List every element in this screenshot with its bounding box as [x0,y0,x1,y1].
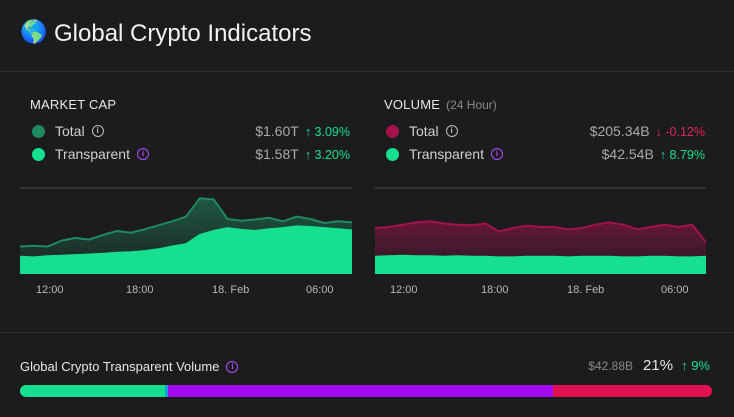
market-cap-chart[interactable] [20,180,352,276]
volume-transparent-amount: $42.54B [601,146,654,162]
mc-x-tick-2: 18. Feb [212,284,250,296]
volume-subtitle: (24 Hour) [446,98,497,112]
volume-transparent-label: Transparent [409,146,484,162]
info-icon[interactable]: i [490,148,503,160]
market-cap-panel-title: MARKET CAP [30,96,116,114]
total-dot [32,124,45,138]
transparent-volume-stats: $42.88B 21% ↑ 9% [588,357,710,374]
transparent-volume-change: ↑ 9% [681,358,710,373]
series-area-transparent [20,226,352,274]
series-line-transparent [375,254,706,259]
bar-segment-transparent [20,385,166,397]
header: 🌎 Global Crypto Indicators [0,0,734,72]
series-area-transparent [375,255,706,274]
volume-transparent-change: ↑ 8.79% [659,148,705,162]
transparent-volume-change-value: 9% [691,358,710,373]
mc-x-tick-3: 06:00 [306,284,334,296]
transparent-dot [386,147,399,161]
market-cap-transparent-value: $1.58T ↑ 3.20% [255,146,350,162]
transparent-volume-bar[interactable] [20,385,712,397]
volume-transparent-change-value: 8.79% [669,148,705,162]
series-line-total [20,197,352,248]
bar-segment-red [552,385,712,397]
market-cap-transparent-change-value: 3.20% [314,148,350,162]
info-icon[interactable]: i [136,148,149,160]
market-cap-transparent-change: ↑ 3.20% [304,148,350,162]
volume-total-legend[interactable]: Total i [386,121,458,141]
market-cap-total-amount: $1.60T [255,123,299,139]
volume-total-value: $205.34B ↓ -0.12% [590,123,705,139]
volume-transparent-legend[interactable]: Transparent i [386,144,503,164]
volume-total-amount: $205.34B [589,123,650,139]
bar-segment-accent [165,385,169,397]
market-cap-transparent-label: Transparent [55,146,130,162]
page-title: Global Crypto Indicators [54,20,312,47]
mc-x-tick-1: 18:00 [126,284,154,296]
transparent-volume-percent: 21% [643,357,674,374]
volume-panel-title: VOLUME (24 Hour) [384,96,497,114]
series-line-transparent [20,225,352,259]
volume-total-change: ↓ -0.12% [655,125,705,139]
transparent-dot [32,147,45,161]
info-icon[interactable]: i [91,125,104,137]
info-icon[interactable]: i [226,360,239,373]
bar-segment-purple [168,385,553,397]
market-cap-total-legend[interactable]: Total i [32,121,104,141]
vol-x-tick-1: 18:00 [481,284,509,296]
market-cap-total-change: ↑ 3.09% [304,125,350,139]
transparent-volume-title-text: Global Crypto Transparent Volume [20,359,220,374]
section-divider [0,332,734,333]
globe-icon: 🌎 [20,20,48,45]
vol-x-tick-0: 12:00 [390,284,418,296]
transparent-volume-title: Global Crypto Transparent Volume i [20,359,239,374]
transparent-volume-amount: $42.88B [588,358,634,373]
total-dot [386,124,399,138]
volume-total-change-value: -0.12% [665,125,705,139]
mc-x-tick-0: 12:00 [36,284,64,296]
market-cap-transparent-legend[interactable]: Transparent i [32,144,149,164]
volume-title: VOLUME [384,97,441,112]
market-cap-total-label: Total [55,123,85,139]
info-icon[interactable]: i [445,125,458,137]
volume-total-label: Total [409,123,439,139]
volume-chart[interactable] [375,180,706,276]
market-cap-title: MARKET CAP [30,97,117,112]
vol-x-tick-3: 06:00 [661,284,689,296]
market-cap-total-change-value: 3.09% [314,125,350,139]
vol-x-tick-2: 18. Feb [567,284,605,296]
market-cap-transparent-amount: $1.58T [255,146,299,162]
series-line-total [375,220,706,244]
volume-transparent-value: $42.54B ↑ 8.79% [602,146,705,162]
market-cap-total-value: $1.60T ↑ 3.09% [255,123,350,139]
